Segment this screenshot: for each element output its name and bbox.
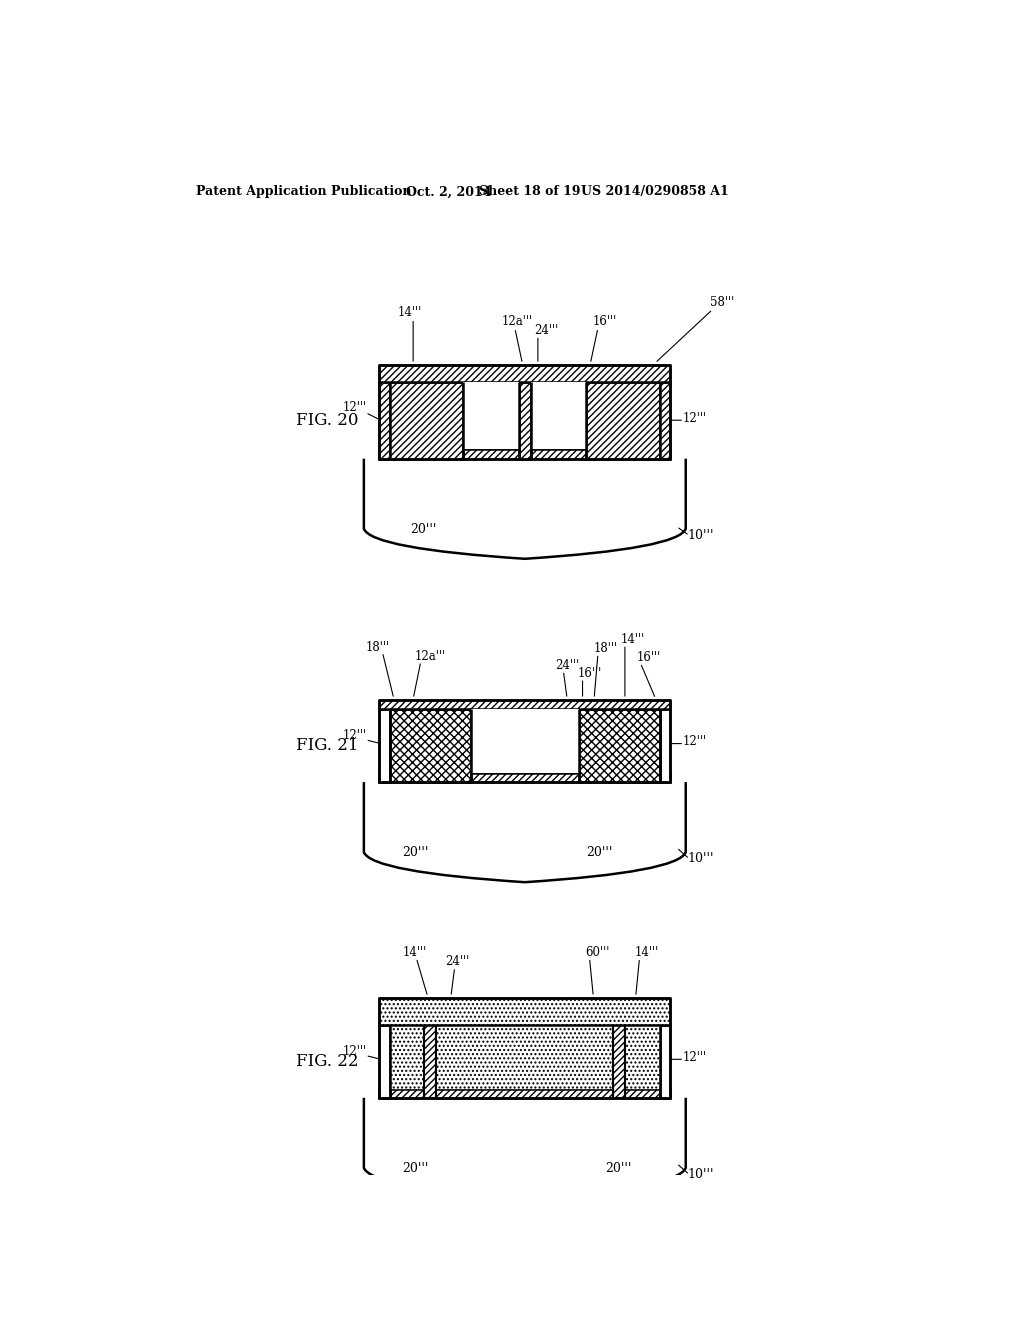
Bar [379, 709, 390, 781]
Text: FIG. 21: FIG. 21 [296, 738, 358, 755]
Text: 20''': 20''' [402, 1162, 429, 1175]
Bar [659, 381, 671, 459]
Bar [379, 700, 671, 709]
Bar [379, 364, 671, 381]
Text: US 2014/0290858 A1: US 2014/0290858 A1 [581, 185, 729, 198]
Text: Patent Application Publication: Patent Application Publication [196, 185, 412, 198]
Text: 10''': 10''' [687, 1168, 714, 1181]
Bar [390, 709, 471, 781]
Bar [518, 381, 531, 459]
PathPatch shape [364, 781, 686, 882]
Text: 12''': 12''' [342, 401, 367, 414]
Bar [625, 1024, 659, 1089]
Bar [379, 998, 671, 1024]
Text: Oct. 2, 2014: Oct. 2, 2014 [407, 185, 492, 198]
PathPatch shape [364, 459, 686, 558]
Text: 16''': 16''' [637, 651, 660, 664]
Text: 20''': 20''' [587, 846, 612, 859]
Bar [659, 709, 671, 781]
Bar [379, 774, 671, 781]
Text: 12''': 12''' [683, 412, 707, 425]
Bar [463, 381, 518, 449]
Bar [379, 1089, 671, 1098]
Text: 12a''': 12a''' [415, 649, 445, 663]
Text: 12''': 12''' [342, 1044, 367, 1057]
Text: 60''': 60''' [585, 946, 609, 960]
Bar [531, 381, 587, 449]
Text: 20''': 20''' [410, 523, 436, 536]
Text: 10''': 10''' [687, 853, 714, 866]
Bar [587, 381, 659, 459]
Text: 16''': 16''' [578, 667, 601, 680]
Bar [659, 1024, 671, 1098]
Text: 20''': 20''' [402, 846, 429, 859]
Text: FIG. 20: FIG. 20 [296, 412, 358, 429]
Text: 16''': 16''' [593, 314, 616, 327]
Text: 12''': 12''' [342, 729, 367, 742]
Text: 24''': 24''' [556, 659, 580, 672]
Text: 10''': 10''' [687, 529, 714, 543]
Bar [379, 381, 390, 459]
Text: 18''': 18''' [366, 640, 389, 653]
Text: 58''': 58''' [711, 296, 734, 309]
Text: 14''': 14''' [402, 946, 427, 960]
Text: 14''': 14''' [634, 946, 658, 960]
Text: FIG. 22: FIG. 22 [296, 1053, 358, 1071]
Bar [379, 449, 671, 459]
Bar [471, 709, 579, 774]
Text: 24''': 24''' [445, 956, 470, 969]
Bar [579, 709, 659, 781]
Bar [612, 1024, 625, 1098]
Text: 14''': 14''' [621, 632, 645, 645]
PathPatch shape [364, 1098, 686, 1199]
Bar [424, 1024, 436, 1098]
Bar [379, 1024, 390, 1098]
Text: 14''': 14''' [397, 305, 422, 318]
Text: 24''': 24''' [535, 323, 558, 337]
Text: Sheet 18 of 19: Sheet 18 of 19 [478, 185, 581, 198]
Text: 12''': 12''' [683, 735, 707, 748]
Text: 12a''': 12a''' [502, 314, 532, 327]
Text: 20''': 20''' [605, 1162, 631, 1175]
Text: 18''': 18''' [594, 642, 618, 655]
Bar [390, 381, 463, 459]
Text: 12''': 12''' [683, 1051, 707, 1064]
Bar [436, 1024, 612, 1089]
Bar [390, 1024, 424, 1089]
